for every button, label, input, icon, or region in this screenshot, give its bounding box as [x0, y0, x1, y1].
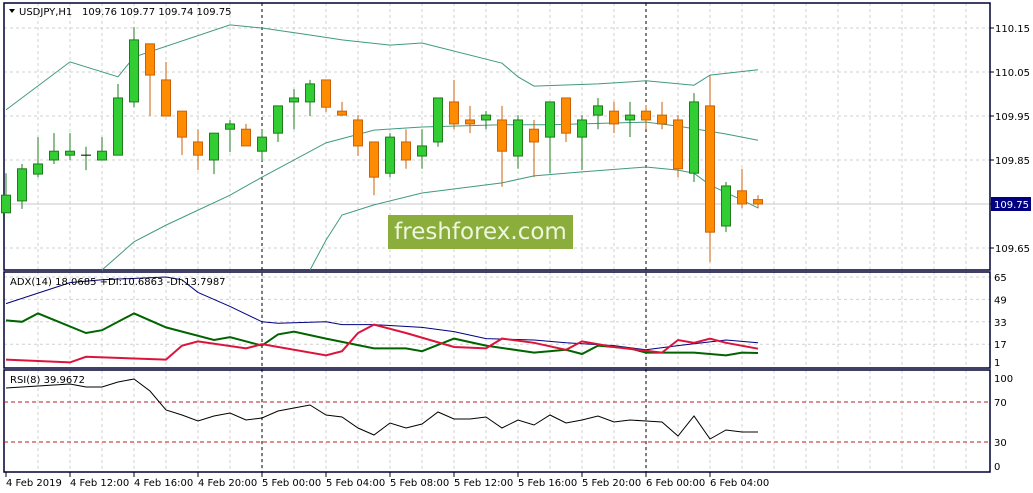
y-tick-label: 110.05 [995, 68, 1030, 79]
candle-bullish [689, 101, 699, 174]
rsi-tick-label: 0 [994, 462, 1000, 473]
x-tick-label: 5 Feb 00:00 [262, 478, 321, 489]
candle-bullish [513, 119, 523, 157]
x-tick-label: 5 Feb 08:00 [390, 478, 449, 489]
x-tick-label: 5 Feb 16:00 [518, 478, 577, 489]
adx-tick-label: 17 [994, 340, 1007, 351]
candle-bullish [385, 136, 395, 174]
candle-bullish [481, 114, 491, 121]
candle-bearish [369, 141, 379, 178]
candle-bullish [129, 39, 139, 103]
candle-bearish [321, 79, 331, 108]
candle-bullish [113, 97, 123, 156]
candle-bearish [673, 119, 683, 170]
y-tick-label: 109.85 [995, 156, 1030, 167]
header-ohlc: 109.76 109.77 109.74 109.75 [82, 7, 232, 18]
candle-bullish [65, 150, 75, 156]
candle-bullish [1, 194, 11, 214]
adx-title: ADX(14) 18.0685 +DI:10.6863 -DI:13.7987 [10, 277, 226, 288]
y-tick-label: 109.95 [995, 112, 1030, 123]
x-tick-label: 6 Feb 00:00 [646, 478, 705, 489]
candle-bullish [417, 145, 427, 157]
rsi-line [5, 378, 759, 440]
candle-bearish [401, 141, 411, 161]
candle-bearish [177, 110, 187, 138]
bollinger-middle [101, 121, 759, 271]
candle-bullish [273, 105, 283, 134]
candle-bullish [209, 132, 219, 161]
y-tick-label: 109.65 [995, 244, 1030, 255]
candle-bearish [641, 110, 651, 121]
candle-bullish [49, 150, 59, 161]
header-symbol: USDJPY,H1 [19, 7, 72, 18]
candle-bullish [625, 114, 635, 121]
candle-bullish [225, 123, 235, 130]
triangle-down-icon[interactable] [9, 9, 15, 13]
rsi-tick-label: 100 [994, 374, 1013, 385]
candle-bearish [449, 101, 459, 125]
candle-bearish [737, 190, 747, 205]
price-tag [991, 197, 1031, 211]
x-tick-label: 5 Feb 04:00 [326, 478, 385, 489]
x-tick-label: 5 Feb 20:00 [582, 478, 641, 489]
x-tick-label: 4 Feb 16:00 [134, 478, 193, 489]
candle-bearish [353, 119, 363, 147]
x-tick-label: 4 Feb 2019 [6, 478, 62, 489]
rsi-panel [3, 369, 991, 473]
candle-bearish [241, 128, 251, 147]
adx-tick-label: 65 [994, 273, 1007, 284]
candle-bullish [577, 119, 587, 138]
minus-di-line [5, 323, 759, 364]
candle-bullish [545, 101, 555, 138]
bollinger-upper [5, 24, 759, 111]
candle-bullish [97, 150, 107, 161]
adx-tick-label: 33 [994, 318, 1007, 329]
candle-bearish [705, 105, 715, 233]
candle-bearish [145, 43, 155, 76]
main-panel [3, 2, 991, 271]
rsi-tick-label: 70 [994, 398, 1007, 409]
candle-bullish [721, 185, 731, 227]
candle-bearish [609, 110, 619, 125]
candle-bullish [305, 83, 315, 103]
candle-bearish [193, 141, 203, 156]
candle-bullish [17, 168, 27, 202]
candle-bearish [161, 79, 171, 117]
x-tick-label: 6 Feb 04:00 [710, 478, 769, 489]
candle-bearish [337, 110, 347, 116]
candle-bearish [657, 114, 667, 125]
watermark-logo: freshforex.com [388, 215, 573, 249]
candle-bearish [753, 199, 763, 205]
adx-tick-label: 1 [994, 358, 1000, 369]
adx-panel [3, 271, 991, 369]
rsi-title: RSI(8) 39.9672 [10, 375, 85, 386]
plus-di-line [5, 312, 759, 357]
candle-bullish [593, 105, 603, 116]
rsi-tick-label: 30 [994, 438, 1007, 449]
adx-tick-label: 49 [994, 295, 1007, 306]
candle-bearish [529, 128, 539, 143]
x-tick-label: 4 Feb 12:00 [70, 478, 129, 489]
x-tick-label: 4 Feb 20:00 [198, 478, 257, 489]
x-tick-label: 5 Feb 12:00 [454, 478, 513, 489]
candle-bullish [289, 97, 299, 103]
candle-bullish [33, 163, 43, 175]
y-tick-label: 110.15 [995, 24, 1030, 35]
candle-bullish [257, 136, 267, 152]
price-tag-label: 109.75 [994, 200, 1029, 211]
candle-bearish [465, 119, 475, 125]
candle-bearish [561, 97, 571, 134]
candle-bearish [497, 119, 507, 152]
candle-bullish [433, 97, 443, 143]
